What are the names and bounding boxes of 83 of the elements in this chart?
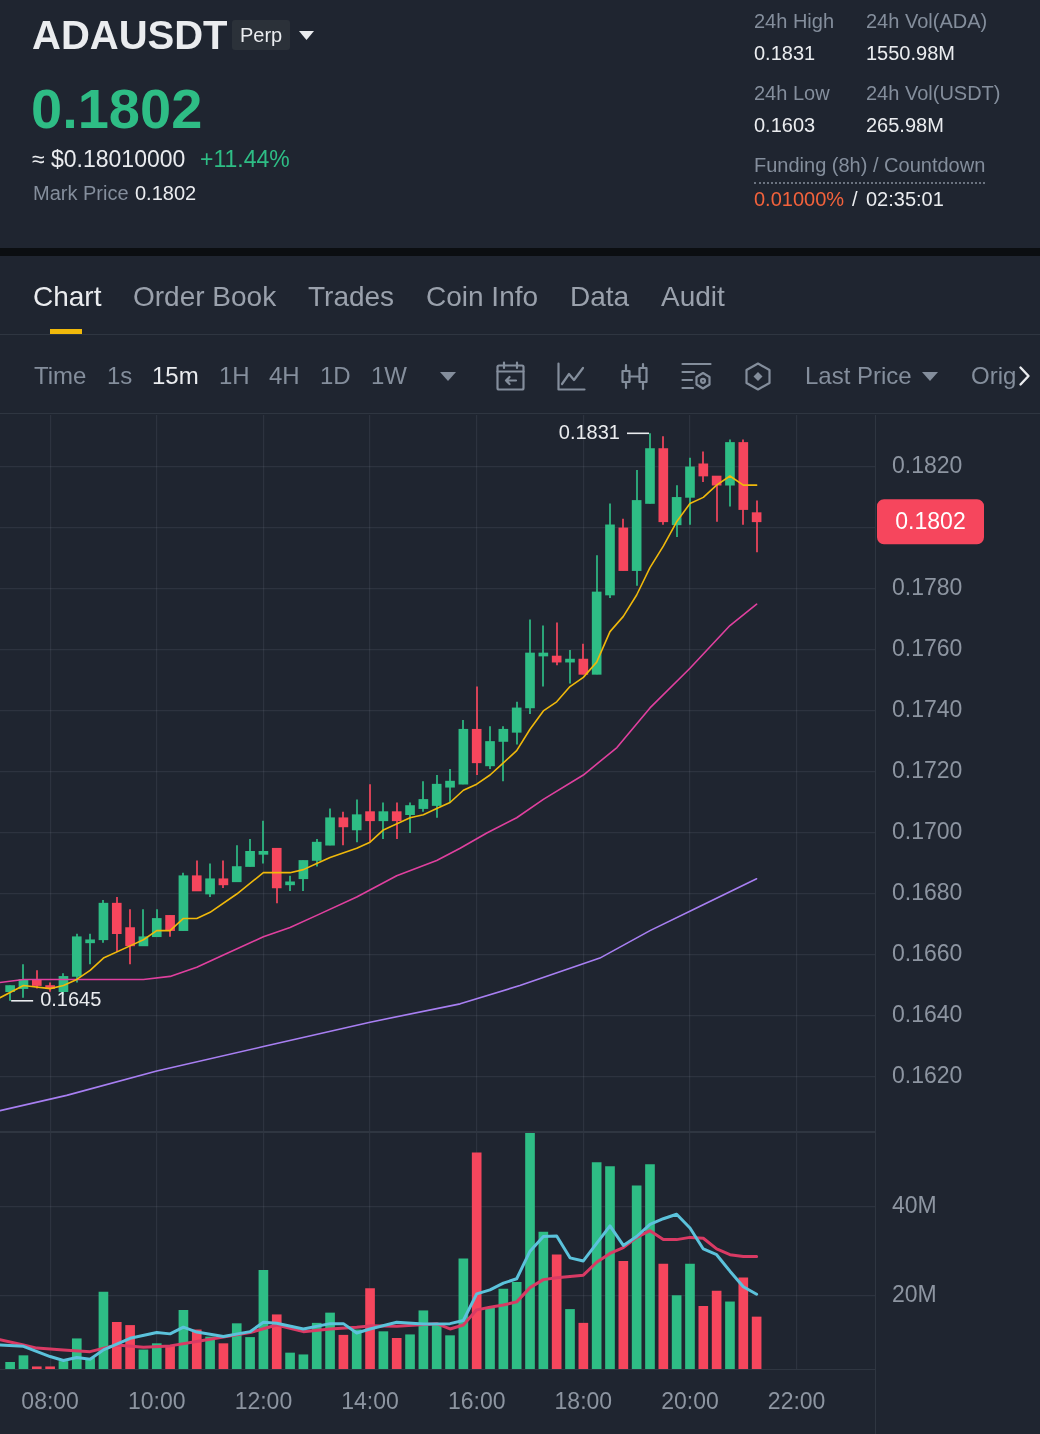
y-tick-label: 0.1620 [892,1062,963,1089]
text: Order Book [133,280,277,314]
y-tick-label: 0.1680 [892,879,963,906]
x-tick-label: 14:00 [341,1388,399,1415]
text: 1D [320,361,351,391]
text: 24h Low [754,81,830,105]
candlestick [418,780,429,813]
text: / [852,187,858,211]
candlestick [351,798,362,843]
candlestick [31,969,42,990]
y-tick-label: 20M [892,1280,937,1307]
candlestick [445,768,455,804]
text: 0.1802 [895,508,966,535]
candlestick [405,801,415,834]
x-tick-label: 08:00 [21,1388,79,1415]
candlestick [578,642,589,676]
candlestick [85,932,95,966]
text: Audit [661,280,725,314]
candlestick [205,862,215,898]
y-tick-label: 0.1760 [892,635,963,662]
text: Last Price [805,361,912,391]
text: ≈ $0.18010000 [32,146,186,174]
candlestick [378,801,389,840]
text: 0.1831 [754,41,816,65]
x-tick-label: 10:00 [127,1388,186,1415]
annotation: 0.1645 [40,988,102,1011]
x-tick-label: 18:00 [554,1388,613,1415]
candlestick [125,908,135,966]
annotation: 0.1831 [558,420,620,443]
text: ADAUSDT [32,12,228,59]
candlestick [498,725,509,782]
text: 24h Vol(ADA) [866,9,988,33]
candlestick [258,819,269,865]
candlestick [338,810,349,847]
candlestick [218,859,229,889]
x-tick-label: 22:00 [767,1388,826,1415]
candlestick [751,499,762,554]
text: +11.44% [200,146,290,174]
candlestick [551,621,562,667]
text: Funding (8h) / Countdown [754,153,986,184]
y-tick-label: 0.1780 [892,574,963,601]
candlestick [191,859,202,892]
candlestick [311,838,322,868]
y-tick-label: 0.1740 [892,696,963,723]
candlestick [698,450,709,483]
text: 1W [371,361,407,391]
y-tick-label: 0.1820 [892,452,963,479]
candlestick [165,914,175,938]
x-tick-label: 20:00 [661,1388,719,1415]
candlestick [231,844,242,883]
y-tick-label: 0.1660 [892,940,963,967]
text: 4H [269,361,300,391]
text: Coin Info [426,280,539,314]
x-tick-label: 12:00 [234,1388,293,1415]
text: 0.1802 [135,181,197,205]
text: 1550.98M [866,41,955,65]
candlestick [365,783,375,843]
text: 15m [152,361,199,391]
candlestick [391,801,402,840]
text: 1s [107,361,133,391]
text: 0.1802 [31,76,203,143]
x-tick-label: 16:00 [447,1388,506,1415]
candlestick [245,838,255,868]
text: Trades [308,280,395,314]
text: Mark Price [33,181,129,205]
text: Time [34,361,87,391]
candlestick [431,774,442,819]
badge: Perp [232,20,291,50]
candlestick [151,908,162,938]
text: 24h Vol(USDT) [866,81,1001,105]
text: 0.1603 [754,113,816,137]
text: 1H [219,361,250,391]
y-tick-label: 0.1700 [892,818,963,845]
y-tick-label: 0.1720 [892,757,963,784]
text: Chart [33,280,102,314]
text: 265.98M [866,113,944,137]
y-tick-label: 0.1640 [892,1001,963,1028]
text: 02:35:01 [866,187,944,211]
y-tick-label: 40M [892,1192,937,1219]
text: Data [570,280,630,314]
text: 24h High [754,9,835,33]
text: 0.01000% [754,187,845,211]
text: Orig [971,361,1017,391]
